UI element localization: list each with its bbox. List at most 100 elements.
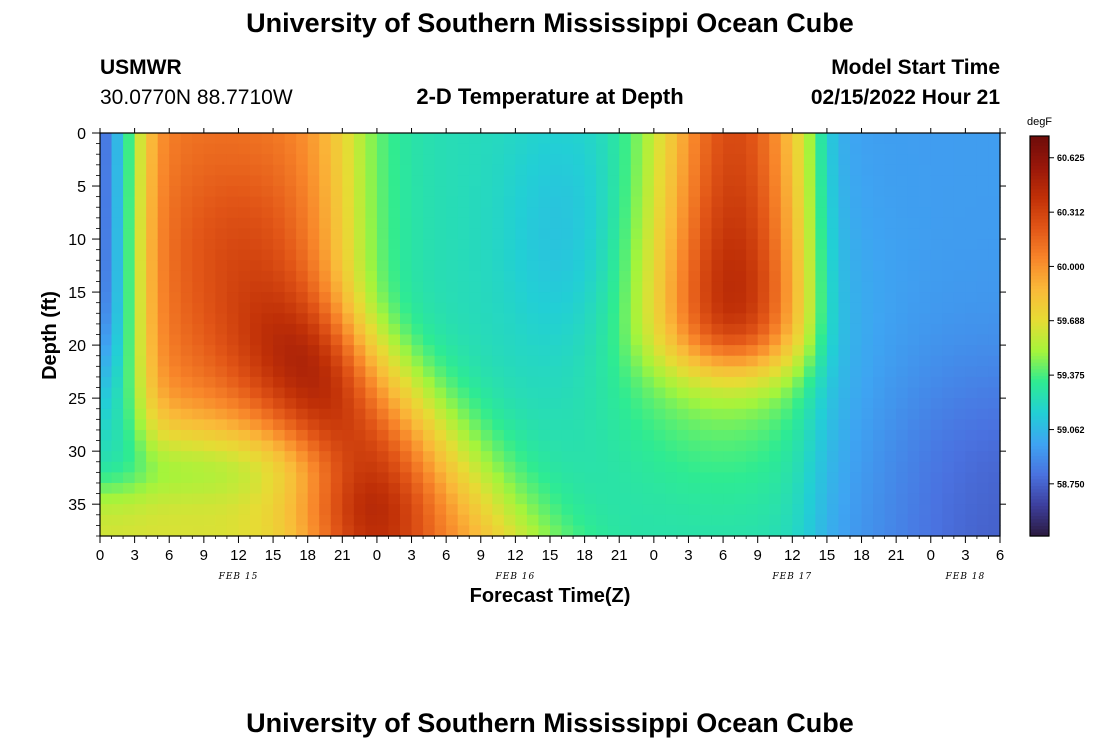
heatmap-cell: [192, 292, 205, 304]
heatmap-cell: [815, 461, 828, 473]
heatmap-cell: [296, 207, 309, 219]
heatmap-cell: [250, 482, 263, 495]
heatmap-cell: [630, 260, 643, 272]
heatmap-cell: [423, 323, 436, 336]
heatmap-cell: [734, 228, 747, 240]
heatmap-cell: [619, 345, 632, 357]
heatmap-cell: [711, 175, 724, 187]
heatmap-cell: [526, 345, 540, 357]
heatmap-cell: [734, 398, 747, 410]
heatmap-cell: [146, 366, 159, 378]
colorbar-segment: [1030, 462, 1049, 467]
colorbar-segment: [1030, 349, 1049, 354]
x-tick-label: 21: [611, 547, 628, 564]
heatmap-cell: [319, 366, 332, 378]
heatmap-cell: [676, 376, 690, 389]
heatmap-cell: [550, 292, 563, 304]
heatmap-cell: [273, 408, 286, 420]
heatmap-cell: [215, 398, 228, 410]
heatmap-cell: [434, 143, 447, 155]
heatmap-cell: [111, 525, 124, 537]
heatmap-cell: [596, 313, 609, 325]
heatmap-cell: [250, 451, 263, 463]
colorbar-segment: [1030, 242, 1049, 247]
heatmap-cell: [734, 249, 747, 261]
heatmap-cell: [330, 482, 343, 495]
heatmap-cell: [192, 376, 205, 389]
heatmap-cell: [769, 133, 782, 145]
heatmap-cell: [342, 270, 355, 283]
heatmap-cell: [238, 196, 251, 208]
heatmap-cell: [169, 504, 182, 516]
heatmap-cell: [780, 440, 793, 452]
heatmap-cell: [250, 504, 263, 516]
heatmap-cell: [896, 207, 909, 219]
heatmap-cell: [503, 366, 516, 378]
heatmap-cell: [653, 376, 666, 389]
heatmap-cell: [630, 323, 643, 336]
colorbar-segment: [1030, 469, 1049, 474]
heatmap-cell: [250, 217, 263, 230]
heatmap-cell: [619, 429, 632, 442]
heatmap-cell: [780, 302, 793, 314]
heatmap-cell: [446, 419, 459, 431]
heatmap-cell: [111, 408, 124, 420]
heatmap-cell: [273, 323, 286, 336]
heatmap-cell: [457, 270, 470, 283]
heatmap-cell: [919, 514, 932, 526]
heatmap-cell: [850, 525, 863, 537]
heatmap-cell: [203, 525, 216, 537]
heatmap-cell: [942, 472, 955, 484]
heatmap-cell: [503, 196, 516, 208]
heatmap-cell: [434, 239, 447, 251]
heatmap-cell: [365, 398, 378, 410]
heatmap-cell: [388, 525, 401, 537]
heatmap-cell: [919, 398, 932, 410]
heatmap-cell: [146, 207, 159, 219]
heatmap-cell: [400, 355, 413, 367]
heatmap-cell: [607, 154, 620, 166]
heatmap-cell: [850, 355, 863, 367]
x-axis-label: Forecast Time(Z): [469, 585, 631, 607]
heatmap-cell: [203, 313, 216, 325]
heatmap-cell: [630, 376, 643, 389]
heatmap-cell: [584, 514, 597, 526]
heatmap-cell: [400, 419, 413, 431]
heatmap-cell: [157, 239, 170, 251]
heatmap-cell: [988, 228, 1001, 240]
heatmap-cell: [930, 408, 943, 420]
heatmap-cell: [423, 408, 436, 420]
heatmap-cell: [919, 154, 932, 166]
heatmap-cell: [630, 387, 643, 399]
heatmap-cell: [515, 525, 528, 537]
heatmap-cell: [134, 281, 147, 293]
heatmap-cell: [815, 281, 828, 293]
heatmap-cell: [584, 207, 597, 219]
heatmap-cell: [596, 345, 609, 357]
heatmap-cell: [688, 355, 701, 367]
heatmap-cell: [376, 186, 390, 198]
heatmap-cell: [388, 493, 401, 505]
heatmap-cell: [896, 260, 909, 272]
heatmap-cell: [665, 472, 678, 484]
heatmap-cell: [284, 207, 297, 219]
heatmap-cell: [976, 302, 990, 314]
heatmap-cell: [157, 493, 170, 505]
heatmap-cell: [192, 345, 205, 357]
heatmap-cell: [273, 154, 286, 166]
heatmap-cell: [550, 334, 563, 346]
heatmap-cell: [896, 525, 909, 537]
heatmap-cell: [607, 482, 620, 495]
heatmap-cell: [457, 398, 470, 410]
heatmap-cell: [307, 143, 320, 155]
heatmap-cell: [226, 143, 240, 155]
heatmap-cell: [873, 133, 886, 145]
heatmap-cell: [169, 461, 182, 473]
heatmap-cell: [388, 207, 401, 219]
heatmap-cell: [123, 175, 136, 187]
heatmap-cell: [111, 228, 124, 240]
y-tick-label: 25: [68, 391, 86, 408]
heatmap-cell: [134, 334, 147, 346]
colorbar-segment: [1030, 436, 1049, 440]
heatmap-cell: [976, 429, 990, 442]
